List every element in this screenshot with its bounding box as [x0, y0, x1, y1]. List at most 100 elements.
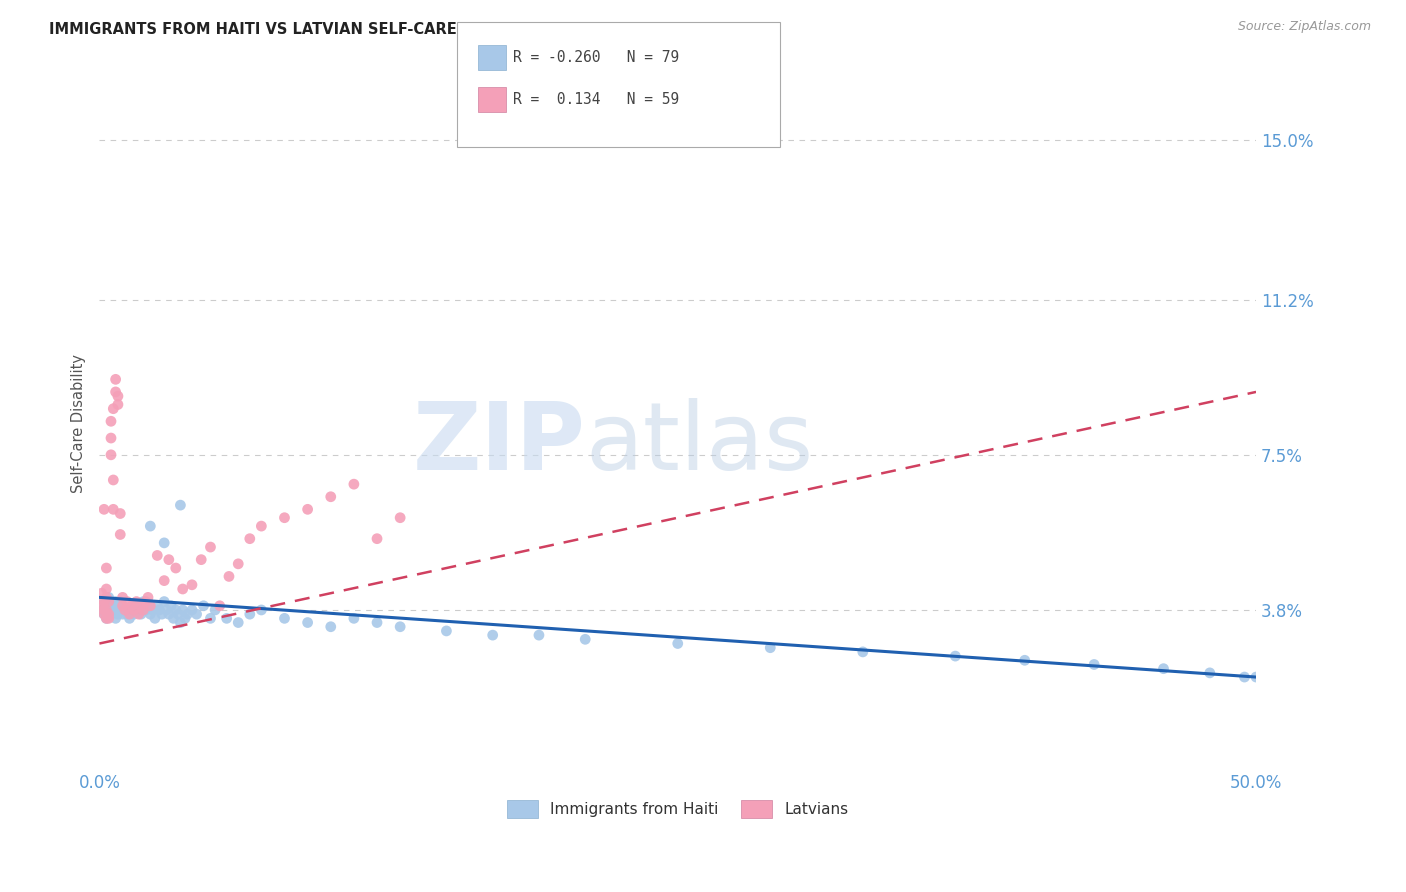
Point: [121, 603, 143, 617]
Point: [100, 594, 122, 608]
Point: [218, 569, 240, 583]
Point: [181, 578, 204, 592]
Point: [157, 607, 180, 622]
Point: [666, 636, 689, 650]
Point: [142, 603, 165, 617]
Point: [436, 624, 458, 638]
Point: [153, 574, 176, 588]
Point: [250, 519, 273, 533]
Point: [200, 611, 222, 625]
Point: [93, 594, 115, 608]
Point: [200, 540, 222, 554]
Point: [90, 603, 112, 617]
Point: [118, 607, 141, 622]
Point: [1153, 662, 1175, 676]
Point: [208, 599, 231, 613]
Point: [97, 594, 120, 608]
Point: [319, 490, 342, 504]
Point: [96, 561, 118, 575]
Point: [103, 599, 125, 613]
Point: [852, 645, 875, 659]
Point: [121, 599, 143, 613]
Point: [104, 384, 127, 399]
Point: [319, 620, 342, 634]
Point: [115, 594, 138, 608]
Point: [111, 607, 134, 622]
Point: [93, 594, 115, 608]
Point: [90, 599, 112, 613]
Point: [146, 549, 169, 563]
Point: [135, 603, 157, 617]
Point: [162, 611, 184, 625]
Point: [107, 599, 129, 613]
Point: [93, 502, 115, 516]
Point: [174, 611, 197, 625]
Point: [132, 603, 155, 617]
Point: [96, 591, 118, 605]
Point: [96, 582, 118, 596]
Point: [129, 599, 152, 613]
Point: [128, 603, 150, 617]
Point: [93, 603, 115, 617]
Point: [169, 615, 191, 630]
Point: [155, 603, 177, 617]
Point: [110, 527, 132, 541]
Point: [215, 611, 238, 625]
Point: [122, 607, 145, 622]
Point: [366, 532, 388, 546]
Point: [148, 603, 170, 617]
Point: [759, 640, 782, 655]
Point: [1014, 653, 1036, 667]
Point: [125, 594, 148, 608]
Point: [273, 611, 295, 625]
Point: [190, 552, 212, 566]
Point: [96, 611, 118, 625]
Point: [114, 603, 136, 617]
Text: IMMIGRANTS FROM HAITI VS LATVIAN SELF-CARE DISABILITY CORRELATION CHART: IMMIGRANTS FROM HAITI VS LATVIAN SELF-CA…: [49, 22, 735, 37]
Point: [100, 431, 122, 445]
Point: [297, 502, 319, 516]
Point: [104, 611, 127, 625]
Legend: Immigrants from Haiti, Latvians: Immigrants from Haiti, Latvians: [501, 794, 855, 824]
Point: [90, 586, 112, 600]
Point: [110, 594, 132, 608]
Point: [122, 603, 145, 617]
Point: [153, 594, 176, 608]
Text: Source: ZipAtlas.com: Source: ZipAtlas.com: [1237, 20, 1371, 33]
Point: [366, 615, 388, 630]
Point: [100, 607, 122, 622]
Point: [167, 607, 190, 622]
Point: [143, 611, 166, 625]
Point: [343, 611, 366, 625]
Point: [1233, 670, 1256, 684]
Point: [389, 620, 412, 634]
Point: [104, 594, 127, 608]
Point: [93, 607, 115, 622]
Text: R = -0.260   N = 79: R = -0.260 N = 79: [513, 50, 679, 64]
Text: ZIP: ZIP: [412, 398, 585, 490]
Point: [250, 603, 273, 617]
Point: [165, 603, 187, 617]
Text: atlas: atlas: [585, 398, 814, 490]
Point: [132, 594, 155, 608]
Point: [160, 599, 183, 613]
Point: [226, 615, 249, 630]
Point: [150, 607, 173, 622]
Point: [157, 552, 180, 566]
Point: [115, 607, 138, 622]
Point: [481, 628, 503, 642]
Point: [343, 477, 366, 491]
Point: [97, 607, 120, 622]
Point: [139, 519, 162, 533]
Point: [139, 599, 162, 613]
Point: [111, 599, 134, 613]
Point: [943, 649, 966, 664]
Point: [135, 594, 157, 608]
Point: [93, 607, 115, 622]
Point: [96, 611, 118, 625]
Point: [110, 603, 132, 617]
Point: [1198, 665, 1220, 680]
Y-axis label: Self-Care Disability: Self-Care Disability: [72, 354, 86, 493]
Point: [96, 599, 118, 613]
Point: [107, 397, 129, 411]
